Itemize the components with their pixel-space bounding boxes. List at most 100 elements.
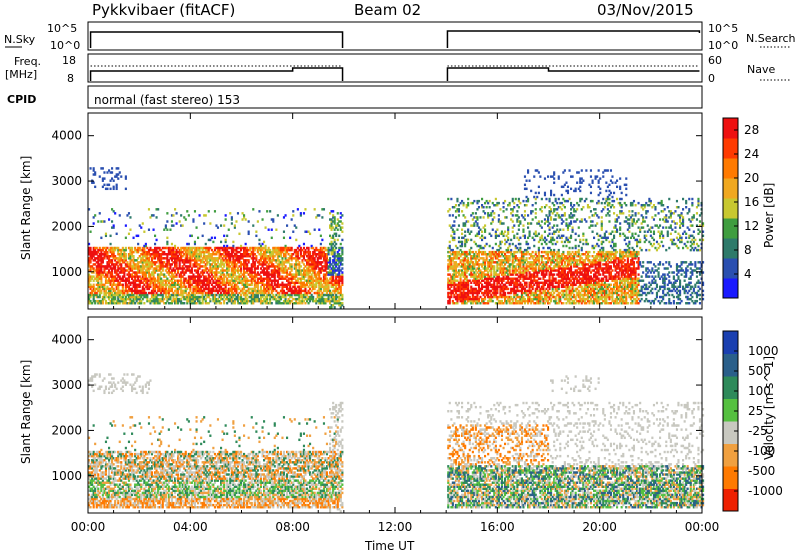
heatmap-cell xyxy=(233,279,236,282)
heatmap-cell xyxy=(224,218,227,221)
heatmap-cell xyxy=(180,289,183,293)
heatmap-cell xyxy=(454,265,458,268)
heatmap-cell xyxy=(187,295,190,299)
heatmap-cell xyxy=(516,277,519,280)
heatmap-cell xyxy=(155,285,158,289)
heatmap-cell xyxy=(140,277,143,280)
heatmap-cell xyxy=(238,246,241,250)
heatmap-cell xyxy=(517,248,520,252)
heatmap-cell xyxy=(282,263,286,266)
heatmap-cell xyxy=(220,281,223,285)
heatmap-cell xyxy=(461,285,464,289)
heatmap-cell xyxy=(250,281,253,285)
heatmap-cell xyxy=(325,293,329,297)
heatmap-cell xyxy=(198,302,201,305)
heatmap-cell xyxy=(286,283,289,287)
heatmap-cell xyxy=(123,273,126,276)
heatmap-cell xyxy=(121,302,124,305)
heatmap-cell xyxy=(514,269,517,272)
heatmap-cell xyxy=(338,253,341,256)
heatmap-cell xyxy=(482,253,485,256)
heatmap-cell xyxy=(155,267,158,270)
heatmap-cell xyxy=(115,175,118,178)
heatmap-cell xyxy=(513,257,516,260)
heatmap-cell xyxy=(235,277,238,280)
heatmap-cell xyxy=(129,261,132,264)
heatmap-cell xyxy=(339,246,342,250)
heatmap-cell xyxy=(502,261,505,264)
heatmap-cell xyxy=(293,291,296,295)
heatmap-cell xyxy=(198,214,201,217)
heatmap-cell xyxy=(255,246,258,250)
heatmap-cell xyxy=(264,289,267,293)
heatmap-cell xyxy=(273,259,276,262)
heatmap-cell xyxy=(186,253,189,256)
heatmap-cell xyxy=(189,248,192,252)
heatmap-cell xyxy=(154,279,157,282)
heatmap-cell xyxy=(491,220,494,223)
heatmap-cell xyxy=(332,267,335,270)
heatmap-cell xyxy=(137,291,140,295)
heatmap-cell xyxy=(137,261,140,264)
heatmap-cell xyxy=(522,255,525,258)
heatmap-cell xyxy=(453,230,456,233)
heatmap-cell xyxy=(339,304,342,307)
heatmap-cell xyxy=(286,269,289,272)
heatmap-cell xyxy=(447,281,450,285)
heatmap-cell xyxy=(101,261,104,264)
heatmap-cell xyxy=(319,269,322,272)
heatmap-cell xyxy=(453,236,456,240)
heatmap-cell xyxy=(329,234,332,238)
heatmap-cell xyxy=(152,293,155,297)
heatmap-cell xyxy=(267,263,270,266)
heatmap-cell xyxy=(528,289,531,293)
heatmap-cell xyxy=(209,259,212,262)
heatmap-cell xyxy=(132,295,135,299)
heatmap-cell xyxy=(309,263,312,266)
heatmap-cell xyxy=(310,293,313,297)
heatmap-cell xyxy=(335,299,338,303)
heatmap-cell xyxy=(496,295,499,299)
heatmap-cell xyxy=(123,250,126,254)
heatmap-cell xyxy=(132,257,135,260)
heatmap-cell xyxy=(500,240,504,244)
heatmap-cell xyxy=(117,283,120,287)
heatmap-cell xyxy=(530,293,533,297)
heatmap-cell xyxy=(241,263,244,266)
heatmap-cell xyxy=(467,257,470,260)
heatmap-cell xyxy=(243,302,246,305)
heatmap-cell xyxy=(111,302,114,305)
heatmap-cell xyxy=(333,244,336,248)
heatmap-cell xyxy=(149,216,152,219)
heatmap-cell xyxy=(207,302,210,305)
heatmap-cell xyxy=(172,277,175,280)
heatmap-cell xyxy=(319,257,322,260)
heatmap-cell xyxy=(250,291,253,295)
heatmap-cell xyxy=(293,293,296,297)
heatmap-cell xyxy=(485,259,488,262)
heatmap-cell xyxy=(481,257,484,260)
heatmap-cell xyxy=(325,281,329,285)
heatmap-cell xyxy=(528,246,531,250)
heatmap-cell xyxy=(195,285,198,289)
heatmap-cell xyxy=(258,299,261,303)
heatmap-cell xyxy=(454,250,458,254)
heatmap-cell xyxy=(453,283,456,287)
heatmap-cell xyxy=(184,250,187,254)
heatmap-cell xyxy=(468,297,471,301)
heatmap-cell xyxy=(338,281,341,285)
heatmap-cell xyxy=(177,250,180,254)
heatmap-cell xyxy=(494,230,497,233)
heatmap-cell xyxy=(154,293,157,297)
heatmap-cell xyxy=(491,246,494,250)
heatmap-cell xyxy=(103,257,106,260)
heatmap-cell xyxy=(522,271,525,274)
heatmap-cell xyxy=(117,257,120,260)
heatmap-cell xyxy=(115,277,118,280)
heatmap-cell xyxy=(487,281,490,285)
heatmap-cell xyxy=(195,297,198,301)
heatmap-cell xyxy=(519,285,522,289)
heatmap-cell xyxy=(468,273,471,276)
heatmap-cell xyxy=(111,291,114,295)
heatmap-cell xyxy=(450,277,453,280)
